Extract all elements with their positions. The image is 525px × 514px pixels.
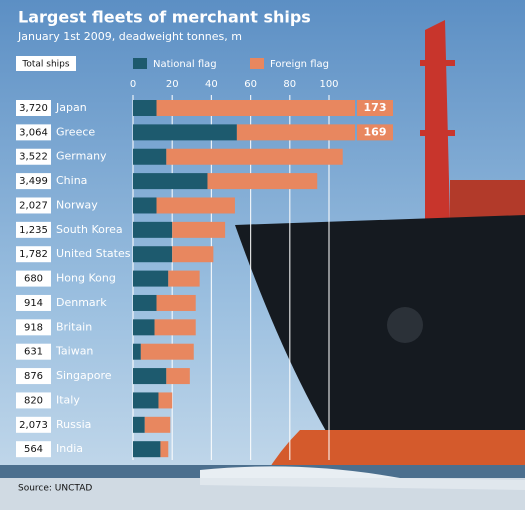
total-ships: 3,064 — [19, 127, 48, 138]
chart-title: Largest fleets of merchant ships — [18, 8, 311, 27]
total-ships: 2,027 — [19, 200, 48, 211]
total-ships: 1,782 — [19, 249, 48, 260]
bar-segment — [133, 368, 167, 385]
legend-swatch — [133, 58, 147, 69]
total-ships: 1,235 — [19, 225, 48, 236]
bar-segment — [133, 197, 157, 214]
bar-segment — [140, 343, 194, 360]
category-label: Russia — [56, 418, 91, 431]
bar-segment — [168, 270, 200, 287]
bar-segment — [133, 319, 155, 336]
category-label: Singapore — [56, 369, 112, 382]
total-box — [16, 368, 51, 385]
total-ships: 631 — [24, 347, 43, 358]
total-label-box — [357, 124, 393, 141]
total-ships: 918 — [24, 322, 43, 333]
total-box — [16, 246, 51, 263]
total-box — [16, 100, 51, 116]
bar-segment — [133, 148, 167, 165]
footer-band — [0, 478, 525, 510]
bar-segment — [133, 343, 141, 360]
bar-segment — [154, 319, 196, 336]
bar-segment — [133, 246, 173, 263]
total-ships: 3,522 — [19, 152, 48, 163]
source: Source: UNCTAD — [18, 484, 92, 494]
total-ships: 820 — [24, 395, 43, 406]
bar-segment — [133, 173, 208, 190]
total-label: 169 — [364, 125, 387, 138]
bar-segment — [133, 441, 161, 458]
bar-segment — [133, 221, 173, 238]
category-label: South Korea — [56, 223, 123, 236]
category-label: Hong Kong — [56, 272, 116, 285]
category-label: India — [56, 442, 83, 455]
chart-subtitle: January 1st 2009, deadweight tonnes, m — [17, 30, 242, 43]
x-tick-label: 60 — [244, 79, 257, 90]
category-label: Taiwan — [55, 345, 93, 358]
bar-segment — [236, 124, 355, 141]
category-label: United States — [56, 247, 131, 260]
total-ships-heading: Total ships — [21, 60, 69, 70]
total-box — [16, 392, 51, 409]
bar-segment — [166, 148, 343, 165]
category-label: Germany — [56, 150, 107, 163]
total-box — [16, 173, 51, 190]
total-ships: 680 — [24, 274, 43, 285]
heading-box — [16, 56, 76, 71]
total-ships: 914 — [24, 298, 43, 309]
bar-segment — [156, 197, 235, 214]
category-label: Britain — [56, 320, 92, 333]
total-ships: 3,499 — [19, 176, 48, 187]
bar-segment — [133, 416, 145, 433]
total-box — [16, 441, 51, 458]
bar-segment — [207, 173, 318, 190]
total-box — [16, 197, 51, 214]
total-box — [16, 319, 51, 336]
bar-segment — [172, 221, 226, 238]
total-box — [16, 270, 51, 287]
total-box — [16, 221, 51, 238]
bar-segment — [133, 270, 169, 287]
bar-segment — [166, 368, 190, 385]
x-tick-label: 0 — [130, 79, 136, 90]
bar-segment — [133, 124, 237, 141]
x-tick-label: 100 — [319, 79, 338, 90]
category-label: Denmark — [56, 296, 107, 309]
bar-segment — [133, 294, 157, 311]
category-label: Norway — [56, 198, 98, 211]
x-tick-label: 80 — [283, 79, 296, 90]
bar-segment — [144, 416, 171, 433]
total-ships: 2,073 — [19, 420, 48, 431]
category-label: China — [56, 174, 87, 187]
bar-segment — [156, 100, 355, 116]
bar-segment — [156, 294, 196, 311]
total-ships: 3,720 — [19, 103, 48, 114]
total-box — [16, 294, 51, 311]
legend-swatch — [250, 58, 264, 69]
category-label: Greece — [56, 125, 95, 138]
bar-segment — [133, 392, 159, 409]
total-label-box — [357, 100, 393, 116]
total-box — [16, 148, 51, 165]
bar-segment — [158, 392, 173, 409]
x-tick-label: 20 — [166, 79, 179, 90]
total-ships: 876 — [24, 371, 43, 382]
legend-label: National flag — [153, 59, 217, 70]
x-tick-label: 40 — [205, 79, 218, 90]
bars — [133, 100, 355, 458]
ship — [235, 20, 525, 475]
bar-segment — [133, 100, 157, 116]
total-box — [16, 124, 51, 141]
category-label: Italy — [56, 393, 80, 406]
category-label: Japan — [55, 101, 87, 114]
total-box — [16, 416, 51, 433]
total-box — [16, 343, 51, 360]
bar-segment — [172, 246, 214, 263]
bar-segment — [160, 441, 169, 458]
legend-label: Foreign flag — [270, 59, 329, 70]
total-label: 173 — [364, 101, 387, 114]
total-ships: 564 — [24, 444, 43, 455]
